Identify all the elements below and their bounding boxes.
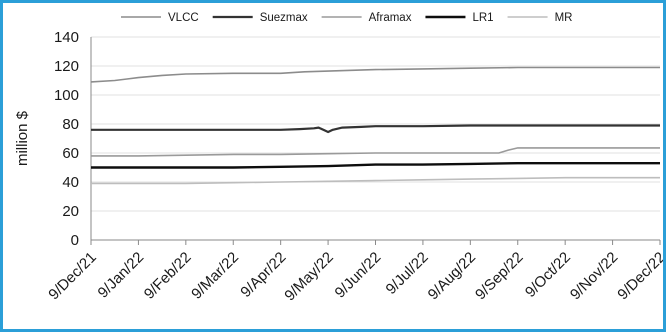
y-tick-label: 120: [54, 58, 79, 75]
y-tick-label: 80: [62, 116, 79, 133]
y-tick-label: 140: [54, 29, 79, 46]
legend-label-mr: MR: [555, 12, 573, 24]
x-tick-label: 9/Jun/22: [332, 249, 385, 302]
y-tick-label: 20: [62, 203, 79, 220]
x-tick-label: 9/Feb/22: [141, 249, 195, 303]
x-tick-label: 9/Dec/21: [45, 249, 99, 303]
legend: VLCC Suezmax Aframax LR1 MR: [121, 12, 572, 24]
y-tick-label: 100: [54, 87, 79, 104]
series-line-suezmax: [91, 124, 660, 134]
legend-label-lr1: LR1: [472, 12, 493, 24]
series-line-vlcc: [90, 66, 660, 83]
x-tick-label: 9/Mar/22: [188, 249, 242, 303]
x-tick-label: 9/Dec/22: [614, 249, 663, 303]
x-tick-label: 9/Sep/22: [472, 249, 526, 303]
y-tick-label: 0: [71, 232, 79, 249]
legend-label-suezmax: Suezmax: [260, 12, 308, 24]
legend-label-aframax: Aframax: [369, 12, 412, 24]
gridlines: [91, 36, 660, 212]
x-tick-label: 9/Oct/22: [522, 249, 574, 301]
y-axis: 0 20 40 60 80 100 120 140: [54, 29, 92, 249]
y-axis-title: million $: [14, 110, 31, 166]
series-line-lr1: [91, 161, 660, 169]
x-tick-label: 9/May/22: [281, 249, 337, 305]
y-tick-label: 40: [62, 174, 79, 191]
x-tick-label: 9/Nov/22: [567, 249, 621, 303]
x-tick-label: 9/Jan/22: [95, 249, 148, 302]
series-line-aframax: [91, 147, 660, 157]
line-chart: 0 20 40 60 80 100 120 140 9/Dec/219/Jan/229/Feb…: [14, 12, 663, 305]
series-lines: [90, 66, 660, 185]
x-tick-label: 9/Aug/22: [425, 249, 479, 303]
x-axis: 9/Dec/219/Jan/229/Feb/229/Mar/229/Apr/22…: [45, 239, 663, 305]
y-tick-label: 60: [62, 145, 79, 162]
legend-label-vlcc: VLCC: [168, 12, 199, 24]
series-line-mr: [91, 176, 660, 185]
